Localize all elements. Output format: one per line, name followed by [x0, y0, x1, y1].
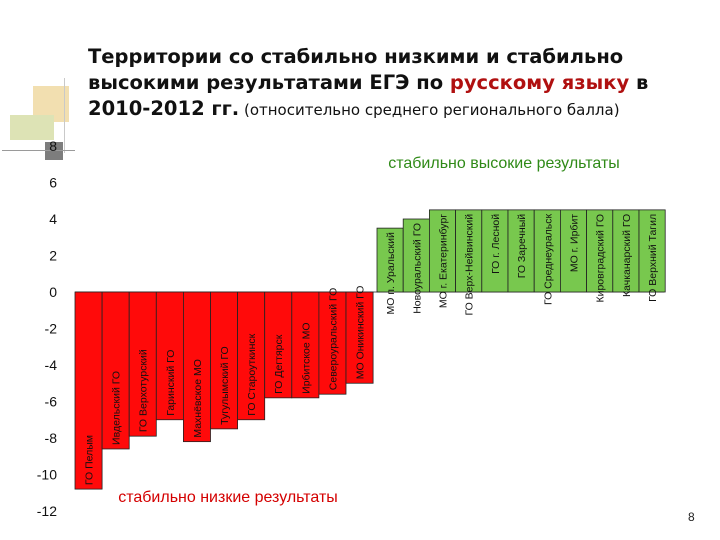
bar-label: Качканарский ГО [621, 214, 633, 297]
decorative-line [64, 78, 65, 153]
y-tick-label: 0 [49, 284, 57, 300]
title-subject-highlight: русскому языку [449, 71, 630, 94]
bar-label: ГО Среднеуральск [542, 213, 554, 305]
bar [402, 218, 430, 293]
annotation-high: стабильно высокие результаты [388, 155, 620, 172]
decorative-square [10, 115, 54, 140]
bar-label: ГО Заречный [516, 214, 528, 279]
bar [376, 227, 404, 293]
bar [182, 291, 211, 443]
bar-label: Тугулымский ГО [219, 346, 231, 425]
bar-label: МО Оникинский ГО [355, 286, 367, 380]
y-tick-label: 2 [49, 248, 57, 264]
y-tick-label: 6 [49, 175, 57, 191]
bar [612, 209, 640, 293]
title-line: высокими результатами ЕГЭ по русскому яз… [88, 70, 708, 96]
y-tick-label: -10 [37, 467, 57, 483]
bar [101, 291, 130, 450]
bar-label: ГО г. Лесной [490, 214, 502, 274]
title-line: Территории со стабильно низкими и стабил… [88, 45, 624, 68]
bar [638, 209, 666, 293]
bar-label: Гаринский ГО [165, 350, 177, 416]
y-tick-label: -2 [45, 321, 58, 337]
bar-label: ГО Пелым [84, 435, 96, 485]
bar [345, 291, 374, 384]
title-note: (относительно среднего регионального бал… [239, 101, 620, 119]
title-text: в [629, 71, 649, 94]
y-tick-label: -4 [45, 357, 58, 373]
bar-label: Новоуральский ГО [411, 223, 423, 314]
bar [291, 291, 320, 399]
bar-label: МО п. Уральский [385, 232, 397, 315]
bar-label: Махнёвское МО [192, 359, 204, 438]
bar-label: ГО Верхний Тагил [647, 214, 659, 302]
title-line: 2010-2012 гг. (относительно среднего рег… [88, 96, 708, 123]
decorative-square [45, 142, 63, 160]
bar [507, 209, 535, 293]
bar-label: Североуральский ГО [327, 288, 339, 390]
slide-title: Территории со стабильно низкими и стабил… [88, 44, 708, 123]
bar-label: Ирбитское МО [300, 322, 312, 393]
bar-label: ГО Дегтярск [273, 334, 285, 394]
bar [455, 209, 483, 293]
bar [428, 209, 456, 293]
bar [237, 291, 266, 421]
y-tick-label: -8 [45, 430, 58, 446]
bar-label: МО г. Ирбит [569, 214, 581, 272]
bar [481, 209, 509, 293]
bar-label: ГО Староуткинск [246, 333, 258, 415]
title-text: высокими результатами ЕГЭ по [88, 71, 450, 94]
bar [533, 209, 561, 293]
y-tick-label: -12 [37, 503, 57, 519]
bar [74, 291, 103, 490]
title-years: 2010-2012 гг. [88, 97, 240, 120]
y-tick-label: 8 [49, 138, 57, 154]
bar-label: ГО Верх-Нейвинский [464, 214, 476, 316]
decorative-line [2, 150, 97, 151]
bar-label: МО г. Екатеринбург [438, 214, 450, 308]
y-tick-label: -6 [45, 394, 58, 410]
bar [128, 291, 157, 437]
bar [560, 209, 588, 293]
y-tick-label: 4 [49, 211, 57, 227]
bar-label: Ивдельский ГО [111, 371, 123, 445]
bar-label: Кировградский ГО [595, 214, 607, 303]
bar-label: ГО Верхотурский [138, 349, 150, 432]
annotation-low: стабильно низкие результаты [118, 489, 338, 506]
page-number: 8 [688, 510, 695, 524]
bar [586, 209, 614, 293]
